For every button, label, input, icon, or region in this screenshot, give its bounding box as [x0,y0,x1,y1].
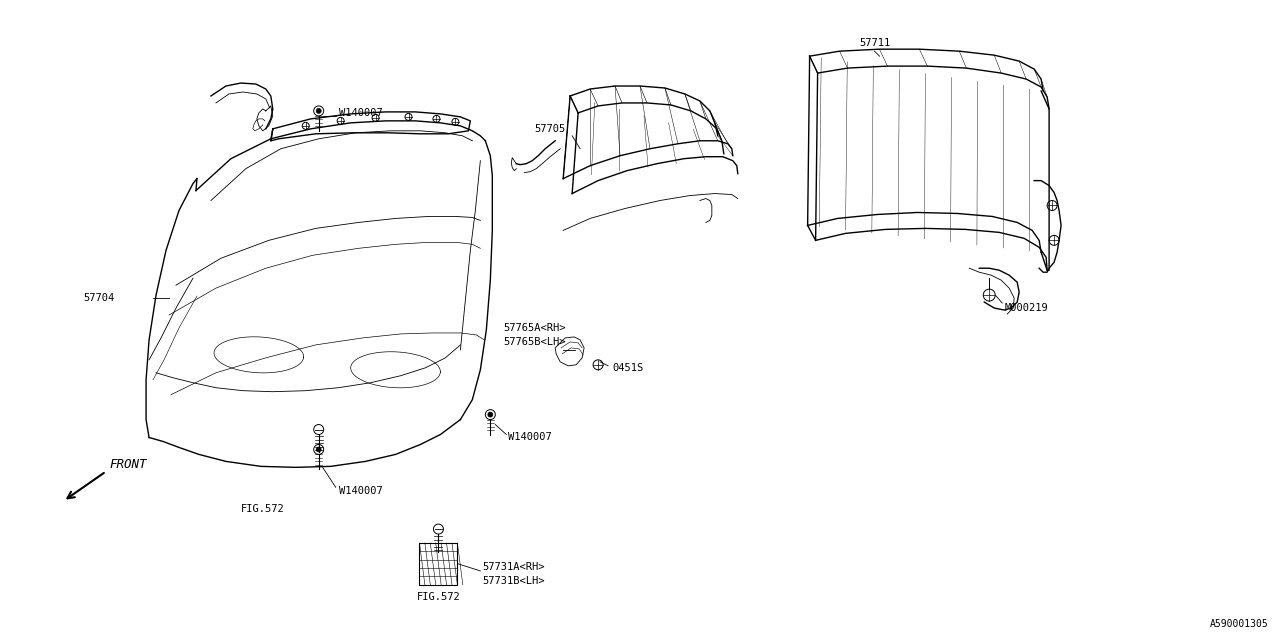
Text: A590001305: A590001305 [1210,619,1268,628]
Text: W140007: W140007 [508,433,552,442]
Text: FRONT: FRONT [109,458,147,471]
Text: FIG.572: FIG.572 [241,504,284,514]
Text: 57705: 57705 [534,124,566,134]
Text: 0451S: 0451S [612,363,644,372]
Text: W140007: W140007 [339,486,383,496]
Text: 57711: 57711 [859,38,890,48]
Circle shape [316,447,321,452]
Text: FIG.572: FIG.572 [416,592,461,602]
Text: 57704: 57704 [83,293,114,303]
Bar [420,543,457,585]
Text: 57765A<RH>: 57765A<RH> [503,323,566,333]
Text: 57731A<RH>: 57731A<RH> [483,562,545,572]
Text: M000219: M000219 [1005,303,1048,313]
Text: 57731B<LH>: 57731B<LH> [483,576,545,586]
Circle shape [488,412,493,417]
Text: 57765B<LH>: 57765B<LH> [503,337,566,347]
Text: W140007: W140007 [339,108,383,118]
Circle shape [316,108,321,113]
